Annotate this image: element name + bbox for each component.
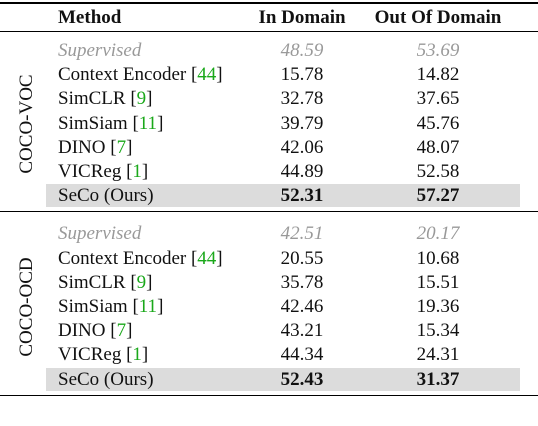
citation: [9] — [130, 271, 153, 293]
in-domain-cell: 32.78 — [280, 88, 324, 110]
method-name: Supervised — [58, 40, 142, 61]
method-name: Context Encoder — [58, 247, 187, 269]
method-name: SimCLR — [58, 271, 126, 293]
method-name: VICReg — [58, 161, 122, 182]
out-domain-cell: 45.76 — [416, 112, 460, 134]
citation: [1] — [126, 161, 149, 182]
group-label: COCO-VOC — [16, 74, 37, 174]
method-name: Context Encoder — [58, 64, 187, 86]
out-domain-cell: 19.36 — [416, 296, 460, 317]
method-cell: SeCo (Ours) — [58, 184, 154, 208]
out-domain-cell: 14.82 — [416, 64, 460, 86]
method-cell: VICReg [1] — [58, 343, 148, 367]
citation: [9] — [130, 88, 153, 110]
header-out-domain: Out Of Domain — [374, 7, 502, 28]
in-domain-cell: 15.78 — [280, 64, 324, 86]
in-domain-cell: 44.89 — [280, 161, 324, 182]
in-domain-cell: 35.78 — [280, 271, 324, 293]
header-in-domain: In Domain — [258, 7, 346, 28]
method-cell: Context Encoder [44] — [58, 63, 223, 87]
highlight-row — [46, 367, 520, 391]
method-cell: Supervised — [58, 39, 141, 63]
method-cell: DINO [7] — [58, 319, 132, 343]
method-cell: SimSiam [11] — [58, 112, 163, 136]
top-rule — [0, 2, 538, 4]
header-rule — [0, 31, 538, 32]
out-domain-cell: 20.17 — [416, 223, 460, 245]
out-domain-cell: 15.34 — [416, 320, 460, 342]
bottom-rule — [0, 394, 538, 397]
method-name: SeCo (Ours) — [58, 185, 154, 207]
out-domain-cell: 24.31 — [416, 344, 460, 366]
in-domain-cell: 52.43 — [280, 368, 324, 390]
out-domain-cell: 53.69 — [416, 40, 460, 61]
out-domain-cell: 52.58 — [416, 161, 460, 182]
out-domain-cell: 31.37 — [416, 368, 460, 390]
citation: [44] — [190, 64, 223, 86]
citation: [11] — [132, 296, 164, 317]
header-method: Method — [58, 7, 122, 28]
method-cell: SimCLR [9] — [58, 87, 152, 111]
in-domain-cell: 20.55 — [280, 247, 324, 269]
in-domain-cell: 43.21 — [280, 320, 324, 342]
citation: [7] — [110, 136, 133, 158]
out-domain-cell: 57.27 — [416, 185, 460, 207]
method-name: DINO — [58, 136, 106, 158]
citation: [44] — [190, 247, 223, 269]
method-name: SimCLR — [58, 88, 126, 110]
in-domain-cell: 42.06 — [280, 136, 324, 158]
citation: [11] — [132, 112, 164, 134]
group-rule — [0, 211, 538, 213]
out-domain-cell: 10.68 — [416, 247, 460, 269]
method-name: Supervised — [58, 223, 142, 245]
method-name: VICReg — [58, 344, 122, 366]
in-domain-cell: 48.59 — [280, 40, 324, 61]
in-domain-cell: 42.46 — [280, 296, 324, 317]
method-name: SimSiam — [58, 112, 128, 134]
out-domain-cell: 15.51 — [416, 271, 460, 293]
method-cell: Supervised — [58, 222, 141, 246]
method-name: DINO — [58, 320, 106, 342]
method-cell: SimSiam [11] — [58, 295, 163, 319]
citation: [7] — [110, 320, 133, 342]
method-cell: SimCLR [9] — [58, 271, 152, 295]
highlight-row — [46, 184, 520, 208]
in-domain-cell: 44.34 — [280, 344, 324, 366]
in-domain-cell: 52.31 — [280, 185, 324, 207]
method-cell: VICReg [1] — [58, 160, 148, 184]
out-domain-cell: 48.07 — [416, 136, 460, 158]
method-cell: Context Encoder [44] — [58, 247, 223, 271]
method-name: SeCo (Ours) — [58, 368, 154, 390]
out-domain-cell: 37.65 — [416, 88, 460, 110]
method-name: SimSiam — [58, 296, 128, 317]
group-label: COCO-OCD — [16, 257, 37, 357]
citation: [1] — [126, 344, 149, 366]
in-domain-cell: 42.51 — [280, 223, 324, 245]
in-domain-cell: 39.79 — [280, 112, 324, 134]
method-cell: SeCo (Ours) — [58, 368, 154, 392]
method-cell: DINO [7] — [58, 136, 132, 160]
